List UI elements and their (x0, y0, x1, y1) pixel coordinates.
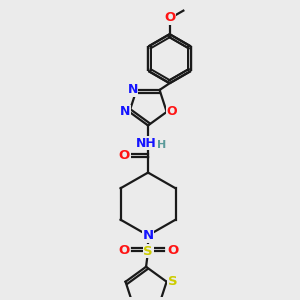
Text: N: N (128, 83, 138, 97)
Text: N: N (142, 229, 154, 242)
Text: O: O (119, 149, 130, 162)
Text: O: O (167, 244, 178, 256)
Text: N: N (120, 105, 130, 119)
Text: O: O (166, 105, 177, 119)
Text: O: O (118, 244, 129, 256)
Text: NH: NH (136, 136, 156, 150)
Text: S: S (143, 244, 153, 258)
Text: S: S (168, 275, 177, 288)
Text: H: H (157, 140, 166, 150)
Text: O: O (164, 11, 175, 24)
